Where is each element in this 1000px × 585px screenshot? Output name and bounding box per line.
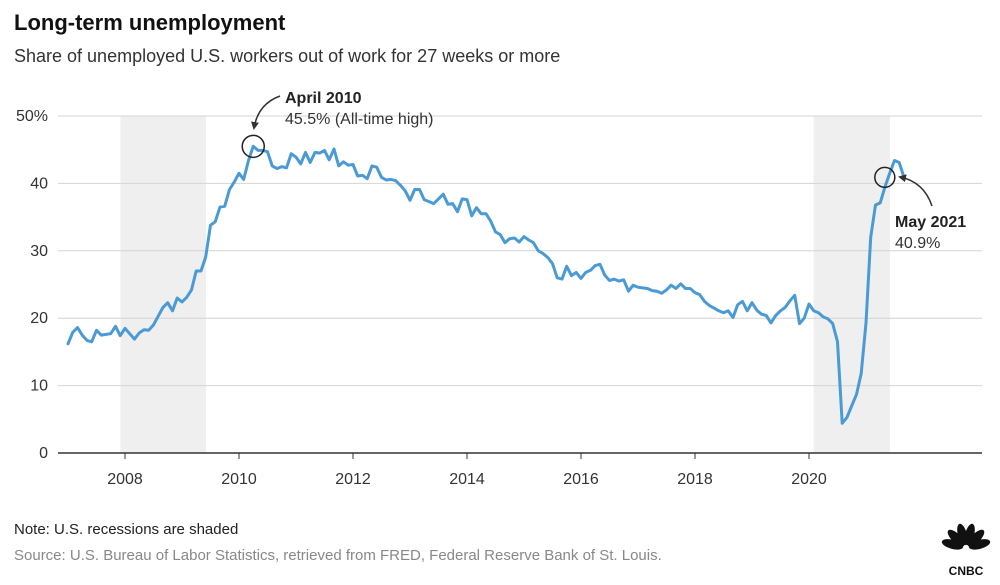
annotation-text-peak: 45.5% (All-time high)	[285, 111, 434, 128]
x-tick-label-2010: 2010	[221, 471, 257, 488]
series-line-1	[66, 144, 906, 425]
annotation-circle-latest	[874, 166, 896, 189]
annotation-arrow-latest	[898, 174, 933, 207]
x-tick-label-2014: 2014	[449, 471, 485, 488]
y-tick-label-50: 50%	[16, 108, 48, 125]
cnbc-peacock-logo-icon: CNBC	[940, 520, 992, 580]
y-tick-label-0: 0	[39, 445, 48, 462]
logo-text: CNBC	[949, 564, 984, 578]
x-tick-label-2020: 2020	[791, 471, 827, 488]
annotation-circle-peak	[241, 134, 265, 159]
y-tick-label-30: 30	[30, 243, 48, 260]
y-tick-label-40: 40	[30, 175, 48, 192]
y-tick-label-20: 20	[30, 310, 48, 327]
annotation-title-latest: May 2021	[895, 214, 966, 231]
source-note: Source: U.S. Bureau of Labor Statistics,…	[14, 547, 662, 564]
chart-subtitle: Share of unemployed U.S. workers out of …	[14, 46, 561, 66]
annotation-text-latest: 40.9%	[895, 235, 940, 252]
y-tick-label-10: 10	[30, 378, 48, 395]
recession-shade-2	[813, 116, 890, 453]
annotation-title-peak: April 2010	[285, 90, 362, 107]
chart-title: Long-term unemployment	[14, 10, 286, 35]
x-tick-label-2016: 2016	[563, 471, 599, 488]
x-tick-label-2018: 2018	[677, 471, 713, 488]
annotation-arrow-peak	[251, 95, 281, 130]
x-tick-label-2008: 2008	[107, 471, 143, 488]
footnote: Note: U.S. recessions are shaded	[14, 521, 239, 538]
x-tick-label-2012: 2012	[335, 471, 371, 488]
